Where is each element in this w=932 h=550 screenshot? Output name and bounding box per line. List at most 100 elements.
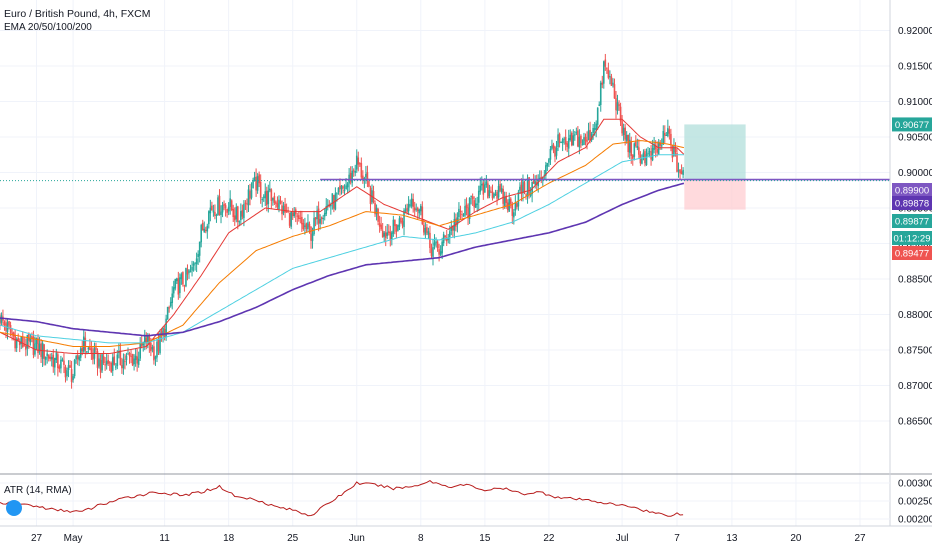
target-zone	[684, 124, 746, 180]
candle-body	[127, 353, 129, 355]
candle-body	[401, 221, 404, 226]
candle-body	[516, 203, 518, 208]
candle-body	[50, 356, 53, 360]
candle-body	[412, 199, 414, 207]
candle-body	[159, 332, 161, 354]
candle-body	[249, 191, 251, 199]
candle-body	[500, 188, 503, 192]
candle-body	[299, 217, 302, 219]
candle-body	[502, 188, 504, 204]
candle-body	[564, 137, 567, 145]
candle-body	[201, 223, 204, 231]
candle-body	[81, 347, 84, 352]
candle-body	[319, 218, 321, 224]
candle-body	[57, 354, 59, 369]
candle-body	[586, 139, 588, 143]
candle-body	[567, 138, 570, 149]
candle-body	[560, 142, 562, 144]
candle-body	[150, 342, 152, 352]
x-tick-label: 18	[223, 533, 235, 544]
candle-body	[445, 237, 448, 242]
candle-body	[331, 193, 334, 204]
candle-body	[308, 224, 311, 228]
candle-body	[200, 225, 202, 243]
candle-body	[63, 360, 65, 365]
candle-body	[395, 224, 398, 232]
candle-body	[176, 278, 178, 282]
candle-body	[23, 345, 26, 347]
candle-body	[61, 359, 64, 361]
candle-body	[549, 149, 552, 160]
candle-body	[223, 203, 225, 206]
candle-body	[438, 249, 440, 255]
candle-body	[156, 341, 158, 358]
candle-body	[262, 196, 265, 198]
candle-body	[195, 258, 198, 265]
candle-body	[497, 186, 500, 198]
candle-body	[98, 358, 100, 367]
candle-body	[67, 365, 70, 370]
candle-body	[82, 336, 85, 352]
candle-body	[406, 207, 408, 213]
y-tick-label: 0.87000	[898, 381, 932, 392]
candle-body	[624, 127, 626, 140]
candle-body	[391, 232, 393, 240]
candle-body	[410, 198, 413, 207]
candle-body	[622, 127, 625, 136]
candle-body	[232, 208, 235, 218]
candle-body	[273, 196, 276, 203]
candle-body	[240, 211, 242, 221]
candle-body	[532, 180, 535, 184]
price-badge-label: 0.90677	[895, 120, 929, 131]
candle-body	[258, 174, 260, 184]
candle-body	[148, 336, 151, 345]
x-tick-label: 25	[287, 533, 299, 544]
candle-body	[456, 217, 459, 225]
candle-body	[317, 208, 320, 224]
candle-body	[619, 106, 622, 122]
candle-body	[368, 181, 370, 187]
candle-body	[569, 134, 572, 141]
candle-body	[613, 84, 616, 99]
candle-body	[606, 68, 608, 70]
candle-body	[461, 213, 463, 215]
candle-body	[415, 208, 418, 210]
candle-body	[108, 362, 111, 364]
candle-body	[653, 143, 655, 150]
candle-body	[162, 327, 164, 336]
candle-body	[145, 337, 148, 343]
candle-body	[264, 191, 267, 199]
candle-body	[519, 186, 521, 191]
candle-body	[21, 336, 24, 347]
candle-body	[32, 336, 35, 355]
candle-body	[78, 356, 80, 361]
candle-body	[124, 361, 126, 363]
candle-body	[160, 331, 163, 335]
candle-body	[476, 203, 479, 205]
candle-body	[14, 334, 16, 349]
candles	[0, 53, 684, 389]
candle-body	[25, 345, 27, 350]
candle-body	[87, 347, 90, 350]
candle-body	[125, 355, 128, 361]
candle-body	[261, 199, 263, 201]
candle-body	[496, 192, 498, 199]
candle-body	[558, 133, 561, 144]
candle-body	[563, 138, 565, 140]
y-tick-label: 0.91000	[898, 97, 932, 108]
candle-body	[523, 182, 526, 194]
candle-body	[607, 69, 610, 78]
price-badge-label: 0.89877	[895, 217, 929, 228]
candle-body	[589, 129, 591, 141]
candle-body	[575, 132, 578, 134]
candle-body	[110, 363, 113, 372]
candle-body	[418, 209, 421, 214]
candle-body	[384, 232, 387, 238]
candle-body	[270, 189, 273, 201]
candle-body	[35, 337, 38, 345]
candle-body	[525, 194, 527, 196]
candle-body	[214, 212, 216, 216]
candle-body	[580, 135, 582, 144]
candle-body	[487, 183, 489, 198]
